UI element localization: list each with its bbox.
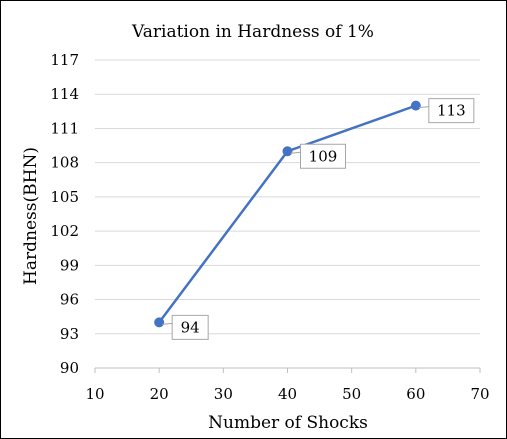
data-point <box>154 317 165 328</box>
y-tick-label: 108 <box>50 154 79 172</box>
x-tick-label: 70 <box>470 385 489 403</box>
data-label-box <box>171 314 209 340</box>
data-point <box>410 100 421 111</box>
data-label-leader <box>162 322 173 325</box>
y-tick-label: 96 <box>60 291 79 309</box>
x-tick-label: 30 <box>214 385 233 403</box>
series-line <box>158 104 417 324</box>
y-tick-label: 102 <box>50 222 79 240</box>
data-label-leader <box>418 106 429 109</box>
data-label-box <box>300 143 346 169</box>
x-tick-label: 10 <box>85 385 104 403</box>
data-point <box>282 146 293 157</box>
data-label-box <box>428 98 475 124</box>
x-axis-title: Number of Shocks <box>208 413 368 433</box>
series-layer <box>154 100 421 328</box>
data-labels: 94 109 113 <box>162 98 475 340</box>
y-tick-label: 105 <box>50 188 79 206</box>
y-tick-label: 111 <box>50 119 79 137</box>
y-tick-label: 114 <box>50 85 79 103</box>
y-tick-label: 90 <box>60 359 79 377</box>
y-axis-title: Hardness(BHN) <box>21 147 41 285</box>
x-tick-label: 50 <box>342 385 361 403</box>
data-label-leader <box>290 151 301 154</box>
y-tick-label: 99 <box>60 256 79 274</box>
data-label: 113 <box>437 102 466 120</box>
chart-title: Variation in Hardness of 1% <box>131 22 374 42</box>
data-label: 94 <box>181 318 200 336</box>
x-tick-label: 60 <box>406 385 425 403</box>
grid-lines <box>95 59 480 335</box>
axes <box>94 367 481 373</box>
tick-labels: 90 93 96 99 102 105 108 111 114 117 10 20 30 40 50 60 70 <box>50 51 489 403</box>
y-tick-label: 117 <box>50 51 79 69</box>
x-tick-label: 40 <box>278 385 297 403</box>
data-label: 109 <box>309 147 338 165</box>
x-tick-label: 20 <box>150 385 169 403</box>
y-tick-label: 93 <box>60 325 79 343</box>
